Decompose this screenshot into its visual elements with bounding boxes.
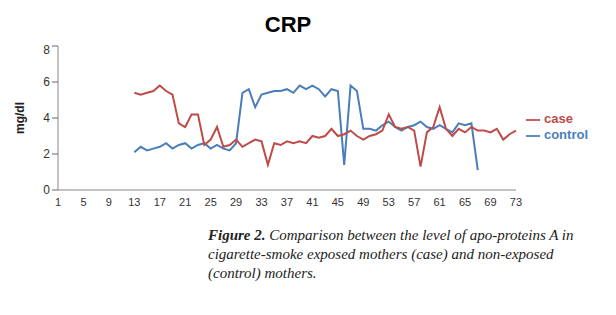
svg-text:17: 17 <box>154 196 166 208</box>
svg-text:41: 41 <box>306 196 318 208</box>
svg-text:5: 5 <box>80 196 86 208</box>
svg-text:69: 69 <box>484 196 496 208</box>
svg-text:53: 53 <box>383 196 395 208</box>
html-text:CRP: CRP <box>264 12 312 37</box>
svg-text:9: 9 <box>106 196 112 208</box>
svg-text:49: 49 <box>357 196 369 208</box>
svg-text:2: 2 <box>43 147 50 161</box>
svg-text:4: 4 <box>43 111 50 125</box>
svg-text:57: 57 <box>408 196 420 208</box>
html-text:control: control <box>543 127 588 142</box>
svg-text:37: 37 <box>281 196 293 208</box>
svg-text:13: 13 <box>128 196 140 208</box>
svg-text:21: 21 <box>179 196 191 208</box>
svg-text:73: 73 <box>510 196 522 208</box>
svg-text:29: 29 <box>230 196 242 208</box>
svg-text:61: 61 <box>433 196 445 208</box>
svg-text:6: 6 <box>43 75 50 89</box>
svg-text:45: 45 <box>332 196 344 208</box>
svg-text:33: 33 <box>255 196 267 208</box>
html-text:Figure 2. Comparison between t: Figure 2. Comparison between the level o… <box>208 227 574 281</box>
svg-text:1: 1 <box>55 196 61 208</box>
svg-text:65: 65 <box>459 196 471 208</box>
svg-text:25: 25 <box>205 196 217 208</box>
svg-text:mg/dl: mg/dl <box>13 102 27 134</box>
svg-text:0: 0 <box>43 183 50 197</box>
svg-text:8: 8 <box>43 43 50 57</box>
html-text:case: case <box>543 111 573 127</box>
